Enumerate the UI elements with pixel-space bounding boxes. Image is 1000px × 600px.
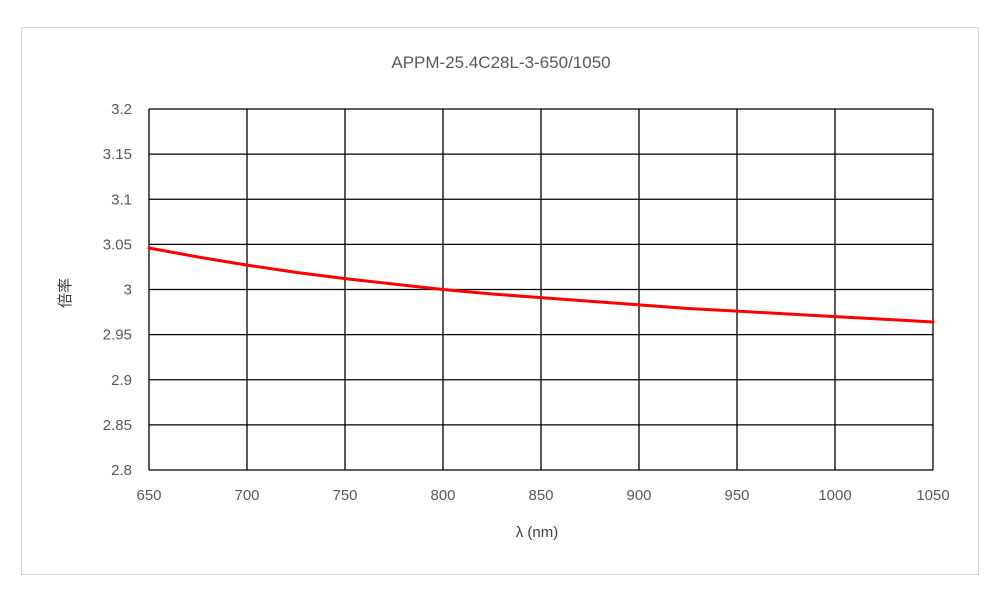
x-tick-label: 750 <box>332 487 357 504</box>
x-axis-ticks: 650 700 750 800 850 900 950 1000 1050 <box>136 487 949 504</box>
grid <box>148 108 934 471</box>
y-tick-label: 2.85 <box>103 417 132 434</box>
y-tick-label: 3.1 <box>111 191 132 208</box>
y-tick-label: 3.15 <box>103 146 132 163</box>
x-tick-label: 700 <box>234 487 259 504</box>
chart-area: APPM-25.4C28L-3-650/1050 650 700 750 800 850… <box>21 27 979 575</box>
y-tick-label: 3.2 <box>111 101 132 118</box>
series-line <box>147 246 935 324</box>
x-tick-label: 1000 <box>818 487 851 504</box>
chart-title: APPM-25.4C28L-3-650/1050 <box>391 53 610 72</box>
y-axis-label: 倍率 <box>57 278 74 308</box>
x-tick-label: 1050 <box>916 487 949 504</box>
y-tick-label: 3 <box>124 282 132 299</box>
y-tick-label: 3.05 <box>103 236 132 253</box>
x-tick-label: 800 <box>430 487 455 504</box>
y-tick-label: 2.8 <box>111 462 132 479</box>
y-tick-label: 2.9 <box>111 372 132 389</box>
x-tick-label: 850 <box>528 487 553 504</box>
line-chart: APPM-25.4C28L-3-650/1050 650 700 750 800 850… <box>57 53 950 541</box>
x-axis-label: λ (nm) <box>516 524 559 541</box>
series-layer <box>147 246 935 324</box>
x-tick-label: 650 <box>136 487 161 504</box>
x-tick-label: 950 <box>724 487 749 504</box>
y-axis-ticks: 2.8 2.85 2.9 2.95 3 3.05 3.1 3.15 3.2 <box>103 101 132 479</box>
y-tick-label: 2.95 <box>103 327 132 344</box>
x-tick-label: 900 <box>626 487 651 504</box>
